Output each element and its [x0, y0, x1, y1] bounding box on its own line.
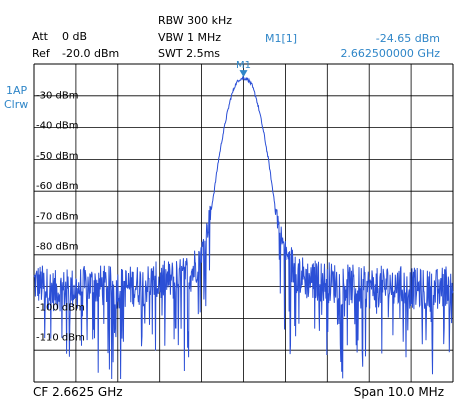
marker-m1-triangle	[239, 70, 248, 78]
vbw-setting: VBW 1 MHz	[158, 31, 222, 44]
att-value: 0 dB	[62, 30, 88, 43]
ref-level: -20.0 dBm	[62, 47, 120, 60]
y-tick-label: -60 dBm	[36, 181, 78, 192]
span-value: Span 10.0 MHz	[353, 385, 444, 399]
y-tick-label: -40 dBm	[36, 121, 78, 132]
marker-level: -24.65 dBm	[375, 32, 440, 45]
y-tick-label: -70 dBm	[36, 211, 78, 222]
y-tick-label: -100 dBm	[36, 302, 85, 313]
y-tick-label: -80 dBm	[36, 242, 78, 253]
grid-lines	[33, 63, 454, 383]
y-tick-label: -110 dBm	[36, 333, 85, 344]
trace-detector-label: Clrw	[4, 98, 29, 111]
rbw-setting: RBW 300 kHz	[158, 14, 233, 27]
y-tick-labels: -30 dBm -40 dBm -50 dBm -60 dBm -70 dBm -80 d…	[36, 90, 85, 343]
spectrum-trace	[33, 75, 454, 380]
center-frequency: CF 2.6625 GHz	[33, 385, 123, 399]
marker-frequency: 2.662500000 GHz	[340, 47, 440, 60]
att-label: Att	[32, 30, 48, 43]
marker-name: M1[1]	[265, 32, 298, 45]
ref-label: Ref	[32, 47, 50, 60]
swt-setting: SWT 2.5ms	[158, 47, 221, 60]
marker-m1-label: M1	[236, 60, 251, 71]
y-tick-label: -50 dBm	[36, 151, 78, 162]
trace-mode-label: 1AP	[6, 84, 28, 97]
y-tick-label: -30 dBm	[36, 90, 78, 101]
